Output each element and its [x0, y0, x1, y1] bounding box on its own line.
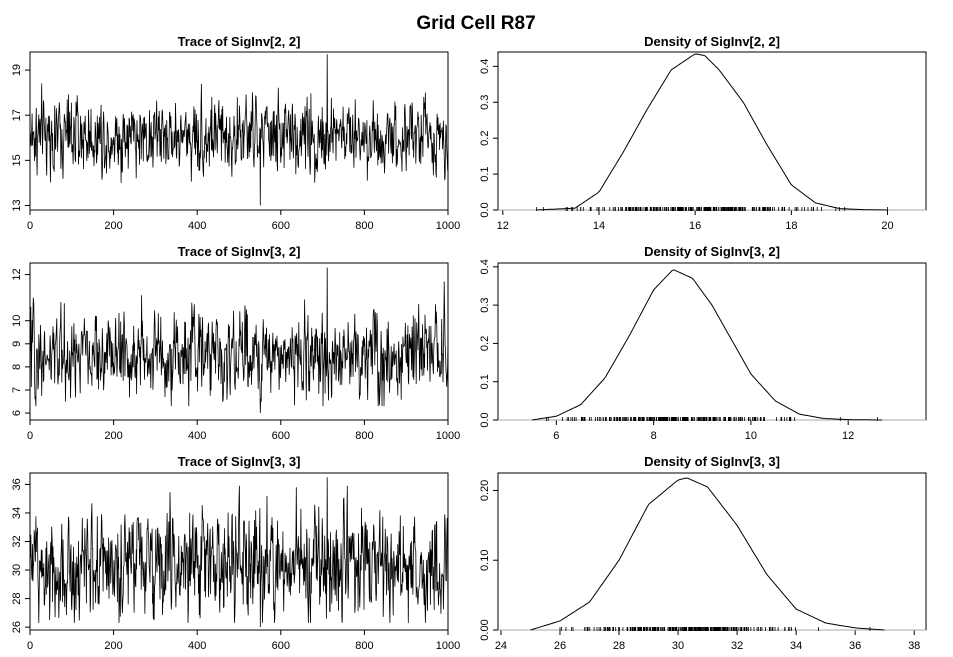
x-tick-label: 400 — [188, 220, 206, 232]
y-tick-label: 0.1 — [479, 374, 491, 389]
y-tick-label: 0.0 — [479, 202, 491, 217]
y-tick-label: 26 — [11, 621, 23, 633]
plot-frame — [29, 51, 449, 211]
panel-4: Density of SigInv[3, 2] 6 8 10 12 0.0 0.1 0.2 0.… — [479, 244, 927, 442]
y-tick-label: 0.3 — [479, 297, 491, 312]
trace-line — [30, 267, 449, 414]
plot-frame — [29, 472, 449, 631]
x-tick-label: 200 — [104, 640, 122, 652]
panel-title: Density of SigInv[3, 3] — [644, 454, 780, 469]
x-tick-label: 0 — [27, 430, 33, 442]
x-tick-label: 800 — [355, 430, 373, 442]
plot-frame — [497, 472, 927, 631]
x-tick-label: 600 — [272, 220, 290, 232]
x-tick-label: 400 — [188, 430, 206, 442]
panel-2: Density of SigInv[2, 2] 12 14 16 18 20 0.0 0.1 0… — [479, 34, 927, 232]
x-tick-label: 16 — [689, 220, 701, 232]
y-tick-label: 0.2 — [479, 336, 491, 351]
panel-title: Trace of SigInv[3, 3] — [178, 454, 301, 469]
density-curve — [531, 269, 883, 421]
y-tick-label: 0.20 — [479, 480, 491, 501]
y-tick-label: 0.4 — [479, 59, 491, 74]
density-curve — [536, 53, 888, 211]
x-tick-label: 1000 — [436, 430, 460, 442]
trace-line — [30, 54, 449, 206]
x-tick-label: 32 — [731, 640, 743, 652]
panel-3: Trace of SigInv[3, 2] 0 200 400 600 800 1000 6 7… — [11, 244, 460, 442]
x-tick-label: 800 — [355, 220, 373, 232]
x-tick-label: 28 — [613, 640, 625, 652]
y-tick-label: 0.1 — [479, 166, 491, 181]
x-tick-label: 200 — [104, 430, 122, 442]
y-tick-label: 6 — [11, 410, 23, 416]
trace-line — [30, 477, 449, 628]
panel-1: Trace of SigInv[2, 2] 0 200 400 600 800 1000 13… — [11, 34, 460, 232]
density-curve — [530, 477, 885, 631]
x-tick-label: 10 — [745, 430, 757, 442]
x-tick-label: 30 — [672, 640, 684, 652]
y-tick-label: 0.4 — [479, 259, 491, 274]
x-tick-label: 400 — [188, 640, 206, 652]
x-tick-label: 14 — [593, 220, 605, 232]
y-tick-label: 0.0 — [479, 412, 491, 427]
x-tick-label: 1000 — [436, 640, 460, 652]
x-tick-label: 34 — [790, 640, 802, 652]
x-tick-label: 0 — [27, 640, 33, 652]
plot-frame — [497, 51, 927, 211]
y-tick-label: 7 — [11, 387, 23, 393]
y-tick-label: 10 — [11, 315, 23, 327]
y-tick-label: 17 — [11, 109, 23, 121]
x-tick-label: 600 — [272, 640, 290, 652]
x-tick-label: 38 — [908, 640, 920, 652]
rug-marks — [546, 417, 878, 421]
y-tick-label: 19 — [11, 64, 23, 76]
panel-title: Trace of SigInv[2, 2] — [178, 34, 301, 49]
panel-title: Trace of SigInv[3, 2] — [178, 244, 301, 259]
x-tick-label: 26 — [554, 640, 566, 652]
y-tick-label: 34 — [11, 507, 23, 519]
y-tick-label: 0.00 — [479, 619, 491, 640]
y-tick-label: 0.10 — [479, 550, 491, 571]
panel-title: Density of SigInv[2, 2] — [644, 34, 780, 49]
x-tick-label: 24 — [495, 640, 507, 652]
figure-title: Grid Cell R87 — [416, 13, 535, 34]
x-tick-label: 20 — [881, 220, 893, 232]
y-tick-label: 15 — [11, 154, 23, 166]
x-tick-label: 18 — [785, 220, 797, 232]
x-tick-label: 12 — [842, 430, 854, 442]
x-tick-label: 200 — [104, 220, 122, 232]
x-tick-label: 12 — [497, 220, 509, 232]
y-tick-label: 12 — [11, 268, 23, 280]
x-tick-label: 36 — [849, 640, 861, 652]
plot-frame — [497, 262, 927, 421]
rug-marks — [559, 627, 871, 631]
y-tick-label: 0.2 — [479, 131, 491, 146]
y-tick-label: 9 — [11, 341, 23, 347]
y-tick-label: 32 — [11, 535, 23, 547]
rug-marks — [536, 207, 888, 211]
x-tick-label: 8 — [651, 430, 657, 442]
y-tick-label: 8 — [11, 364, 23, 370]
x-tick-label: 6 — [553, 430, 559, 442]
panel-title: Density of SigInv[3, 2] — [644, 244, 780, 259]
y-tick-label: 0.3 — [479, 95, 491, 110]
y-tick-label: 28 — [11, 592, 23, 604]
x-tick-label: 0 — [27, 220, 33, 232]
y-tick-label: 30 — [11, 564, 23, 576]
panel-5: Trace of SigInv[3, 3] 0 200 400 600 800 1000 26… — [11, 454, 460, 652]
x-tick-label: 600 — [272, 430, 290, 442]
y-tick-label: 13 — [11, 199, 23, 211]
x-tick-label: 800 — [355, 640, 373, 652]
y-tick-label: 36 — [11, 478, 23, 490]
x-tick-label: 1000 — [436, 220, 460, 232]
panel-6: Density of SigInv[3, 3] 24 26 28 30 32 34 36 38 0… — [479, 454, 927, 652]
